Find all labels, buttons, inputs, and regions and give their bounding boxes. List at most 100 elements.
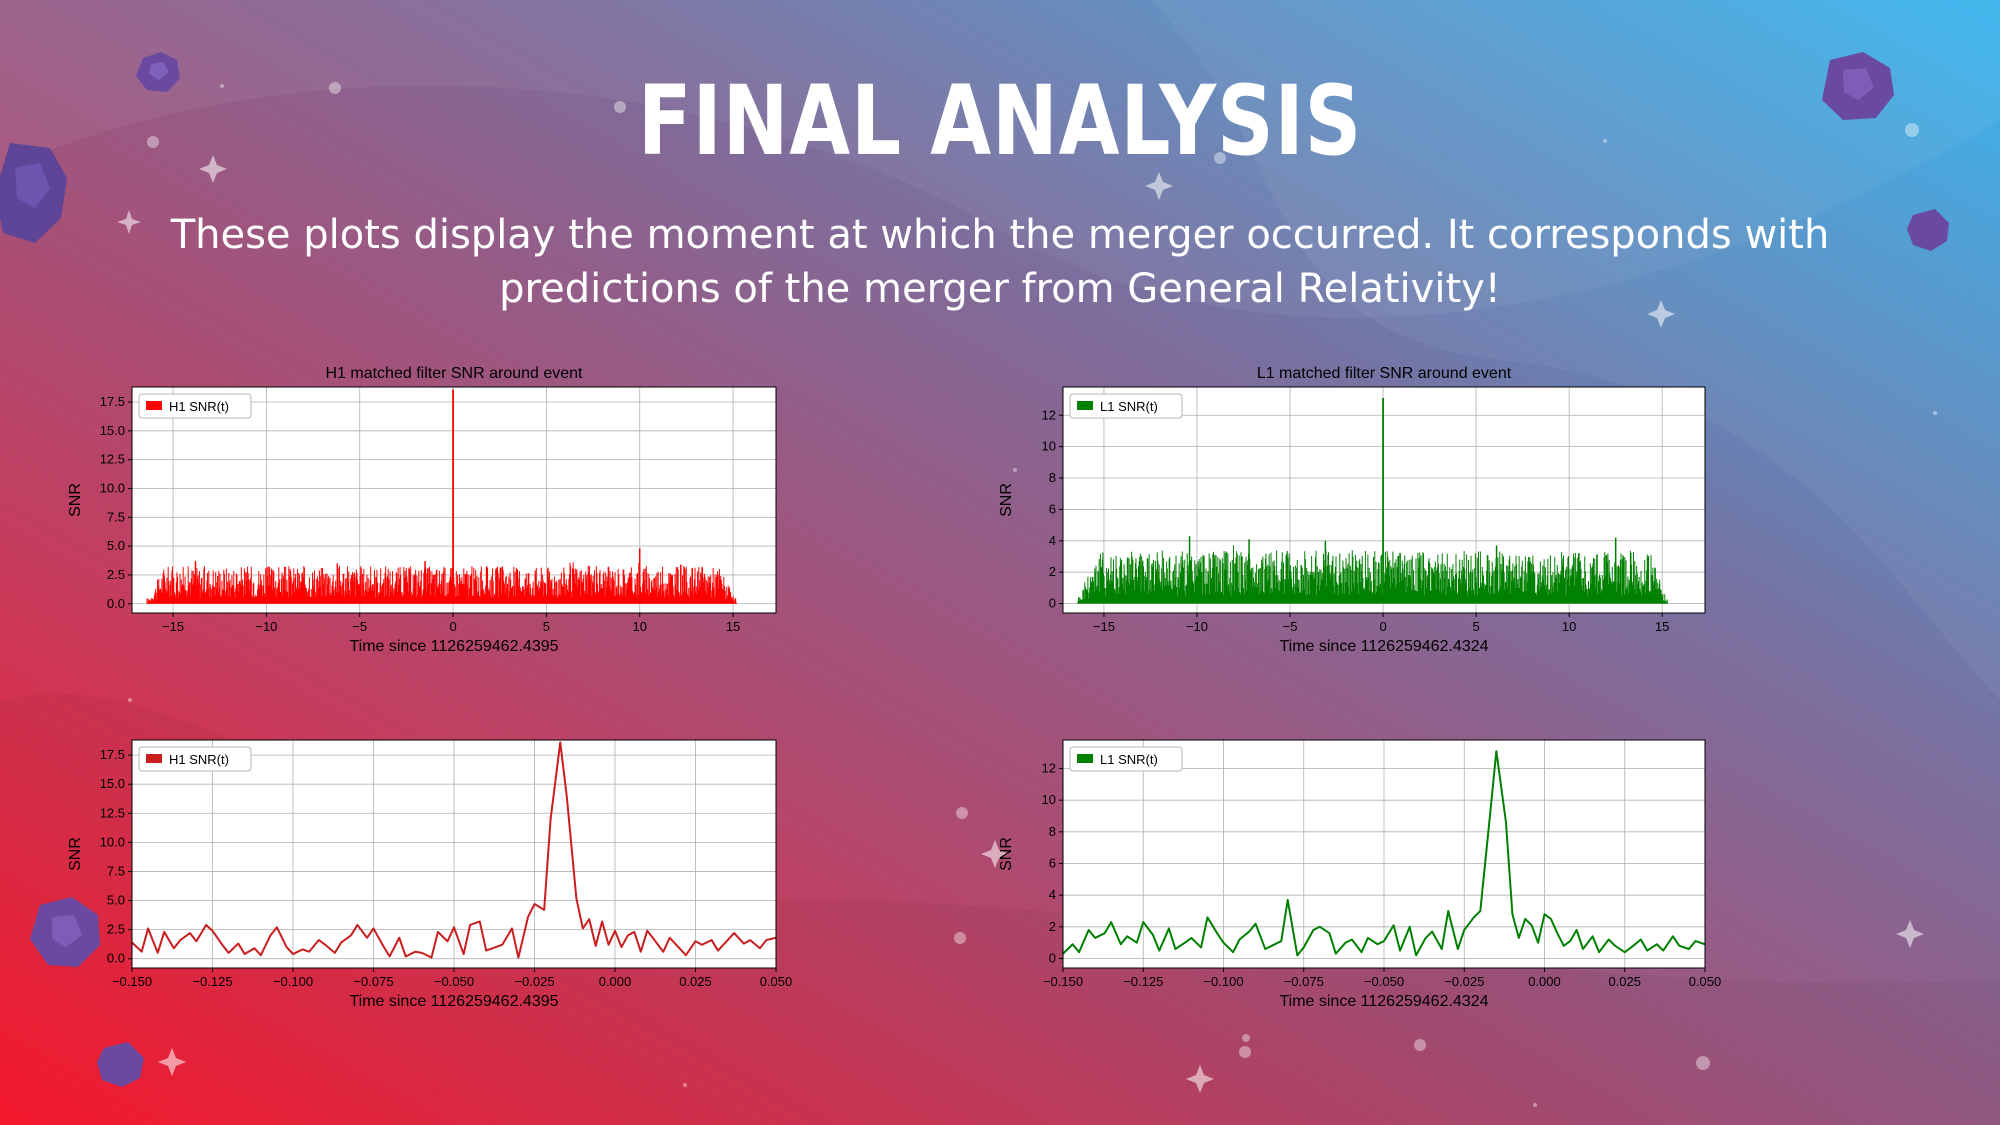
y-tick-label: 7.5 — [107, 509, 125, 524]
x-tick-label: −5 — [352, 619, 367, 634]
y-tick-label: 12.5 — [100, 452, 125, 467]
y-tick-label: 6 — [1049, 501, 1056, 516]
y-tick-label: 0 — [1049, 951, 1056, 966]
series-0 — [146, 389, 737, 604]
y-tick-label: 8 — [1049, 470, 1056, 485]
x-tick-label: 0.050 — [760, 974, 793, 989]
y-axis-label: SNR — [998, 483, 1015, 517]
x-tick-label: −0.050 — [1364, 974, 1404, 989]
legend-swatch — [1077, 754, 1093, 763]
y-tick-label: 12.5 — [100, 805, 125, 820]
y-tick-label: 17.5 — [100, 747, 125, 762]
legend-label: H1 SNR(t) — [169, 752, 229, 767]
y-tick-label: 12 — [1042, 761, 1056, 776]
asteroid-icon — [1907, 209, 1949, 251]
legend: L1 SNR(t) — [1069, 393, 1183, 419]
x-tick-label: 15 — [726, 619, 740, 634]
chart-h1-zoom: −0.150 −0.125 −0.100 −0.075 −0.050 −0.025 0.00… — [40, 730, 990, 1080]
asteroid-icon — [30, 897, 100, 967]
x-tick-label: −0.050 — [434, 974, 474, 989]
legend-box — [138, 746, 252, 772]
y-tick-label: 6 — [1049, 856, 1056, 871]
x-axis-label: Time since 1126259462.4324 — [1279, 993, 1488, 1010]
y-tick-label: 5.0 — [107, 893, 125, 908]
x-axis-label: Time since 1126259462.4395 — [349, 993, 558, 1010]
series-line — [131, 741, 777, 959]
legend-swatch — [1077, 401, 1093, 410]
noise-band — [146, 562, 737, 604]
x-tick-label: 0 — [1379, 619, 1386, 634]
legend-box — [138, 393, 252, 419]
legend: L1 SNR(t) — [1069, 746, 1183, 772]
chart-h1-full: −15 −10 −5 0 5 10 15 0.0 2.5 5.0 7.5 10.0 12.5 15.0 17… — [40, 355, 990, 730]
x-tick-label: −0.125 — [192, 974, 232, 989]
y-tick-label: 2 — [1049, 919, 1056, 934]
x-tick-label: −15 — [162, 619, 184, 634]
x-axis-label: Time since 1126259462.4395 — [349, 638, 558, 655]
y-tick-label: 17.5 — [100, 394, 125, 409]
x-axis-label: Time since 1126259462.4324 — [1279, 638, 1488, 655]
x-tick-label: 10 — [632, 619, 646, 634]
y-tick-label: 0.0 — [107, 596, 125, 611]
y-axis-label: SNR — [998, 837, 1015, 871]
x-tick-label: −0.150 — [112, 974, 152, 989]
slide-subtitle: These plots display the moment at which … — [170, 212, 1830, 312]
y-axis-label: SNR — [67, 837, 84, 871]
y-tick-label: 0 — [1049, 596, 1056, 611]
plot-frame — [1062, 386, 1706, 614]
x-tick-label: −0.075 — [1284, 974, 1324, 989]
legend-label: L1 SNR(t) — [1100, 399, 1158, 414]
y-tick-label: 15.0 — [100, 776, 125, 791]
legend-swatch — [146, 754, 162, 763]
plot-frame — [1062, 739, 1706, 969]
slide-title: FINAL ANALYSIS — [637, 65, 1363, 177]
x-tick-label: −0.025 — [514, 974, 554, 989]
legend: H1 SNR(t) — [138, 393, 252, 419]
y-tick-label: 4 — [1049, 887, 1056, 902]
x-tick-label: 0.050 — [1689, 974, 1722, 989]
x-tick-label: −15 — [1093, 619, 1115, 634]
x-tick-label: 0.000 — [599, 974, 632, 989]
y-tick-label: 2.5 — [107, 567, 125, 582]
x-tick-label: 10 — [1562, 619, 1576, 634]
y-tick-label: 2.5 — [107, 922, 125, 937]
series-line — [1062, 750, 1706, 957]
x-tick-label: −10 — [1186, 619, 1208, 634]
legend-box — [1069, 746, 1183, 772]
x-tick-label: 0.025 — [679, 974, 712, 989]
y-tick-label: 10 — [1042, 792, 1056, 807]
x-tick-label: 0 — [449, 619, 456, 634]
plot-frame — [131, 386, 777, 614]
y-tick-label: 10.0 — [100, 834, 125, 849]
legend-box — [1069, 393, 1183, 419]
chart-l1-full: −15 −10 −5 0 5 10 15 0 2 4 6 8 10 12 L1 SNR(t) L1 match… — [972, 355, 1900, 730]
x-tick-label: 0.000 — [1528, 974, 1561, 989]
x-tick-label: 0.025 — [1608, 974, 1641, 989]
series-3 — [1062, 750, 1706, 957]
y-tick-label: 7.5 — [107, 863, 125, 878]
asteroid-icon — [97, 1042, 144, 1087]
legend: H1 SNR(t) — [138, 746, 252, 772]
y-tick-label: 8 — [1049, 824, 1056, 839]
x-tick-label: −10 — [255, 619, 277, 634]
noise-band — [1077, 545, 1668, 604]
x-tick-label: −0.100 — [273, 974, 313, 989]
x-tick-label: −0.075 — [353, 974, 393, 989]
legend-label: H1 SNR(t) — [169, 399, 229, 414]
y-tick-label: 15.0 — [100, 423, 125, 438]
x-tick-label: −0.025 — [1444, 974, 1484, 989]
y-tick-label: 0.0 — [107, 951, 125, 966]
y-tick-label: 10.0 — [100, 480, 125, 495]
series-1 — [1077, 397, 1668, 604]
y-tick-label: 10 — [1042, 439, 1056, 454]
legend-swatch — [146, 401, 162, 410]
y-tick-label: 2 — [1049, 564, 1056, 579]
y-axis-label: SNR — [67, 483, 84, 517]
x-tick-label: −0.125 — [1123, 974, 1163, 989]
y-tick-label: 12 — [1042, 407, 1056, 422]
y-tick-label: 5.0 — [107, 538, 125, 553]
y-tick-label: 4 — [1049, 533, 1056, 548]
series-2 — [131, 741, 777, 959]
x-tick-label: 5 — [543, 619, 550, 634]
